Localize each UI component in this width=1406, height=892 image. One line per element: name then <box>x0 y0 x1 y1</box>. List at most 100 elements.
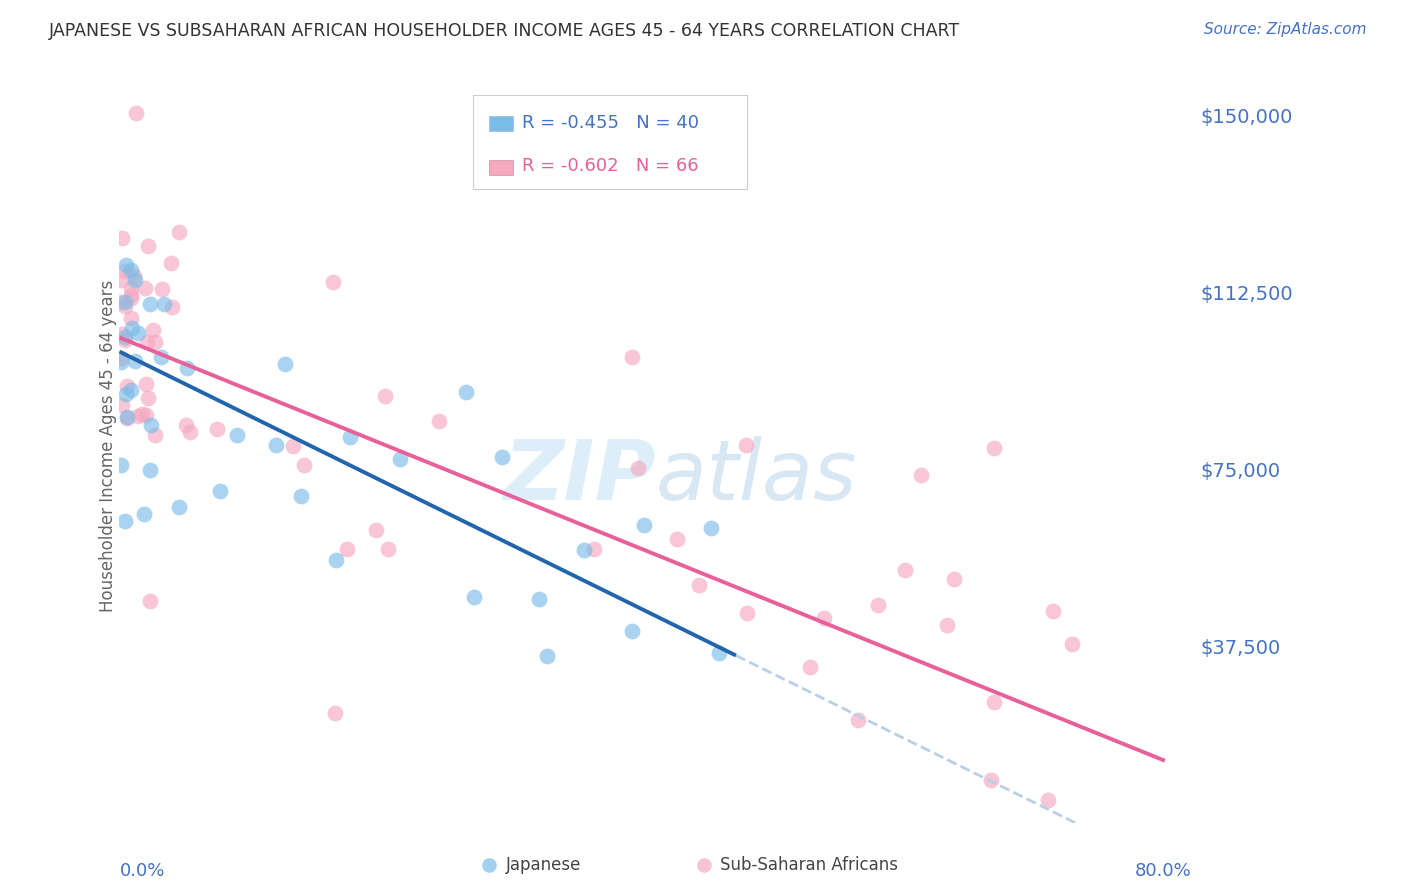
Point <box>290 489 312 503</box>
Point <box>325 553 347 567</box>
Point <box>114 329 136 343</box>
Point <box>838 816 860 830</box>
Point <box>813 611 835 625</box>
Text: 80.0%: 80.0% <box>1135 863 1192 880</box>
Point <box>124 268 146 283</box>
Point <box>1036 793 1059 807</box>
Point <box>529 592 551 607</box>
Point <box>117 409 139 424</box>
Text: JAPANESE VS SUBSAHARAN AFRICAN HOUSEHOLDER INCOME AGES 45 - 64 YEARS CORRELATION: JAPANESE VS SUBSAHARAN AFRICAN HOUSEHOLD… <box>49 22 960 40</box>
Point <box>209 484 232 499</box>
Point <box>735 438 758 452</box>
Point <box>536 649 558 664</box>
Point <box>121 321 143 335</box>
Text: Japanese: Japanese <box>505 856 581 874</box>
Point <box>323 706 346 721</box>
Point <box>274 357 297 371</box>
Point <box>120 291 142 305</box>
Point <box>134 507 156 521</box>
Point <box>709 647 731 661</box>
Point <box>114 295 136 310</box>
Text: ZIP: ZIP <box>503 435 655 516</box>
Point <box>571 816 593 830</box>
Point <box>389 452 412 467</box>
Point <box>281 439 304 453</box>
Point <box>665 532 688 546</box>
Point <box>110 230 132 244</box>
Point <box>127 326 149 341</box>
Point <box>427 415 450 429</box>
Point <box>139 594 162 608</box>
Point <box>143 428 166 442</box>
Point <box>120 281 142 295</box>
Point <box>127 409 149 423</box>
Point <box>583 541 606 556</box>
Point <box>454 384 477 399</box>
Point <box>374 389 396 403</box>
Point <box>111 398 134 412</box>
Point <box>983 695 1005 709</box>
Point <box>799 660 821 674</box>
Point <box>115 258 138 272</box>
Point <box>377 541 399 556</box>
Point <box>141 417 163 432</box>
Point <box>176 417 198 432</box>
Point <box>120 383 142 397</box>
Text: Sub-Saharan Africans: Sub-Saharan Africans <box>720 856 898 874</box>
Point <box>572 542 595 557</box>
Point <box>179 425 201 440</box>
Point <box>115 411 138 425</box>
Point <box>136 392 159 406</box>
Point <box>1042 604 1064 618</box>
Point <box>120 310 142 325</box>
Point <box>980 773 1002 788</box>
Point <box>124 353 146 368</box>
Point <box>943 573 966 587</box>
Point <box>846 713 869 727</box>
Y-axis label: Householder Income Ages 45 - 64 years: Householder Income Ages 45 - 64 years <box>100 280 117 612</box>
Point <box>264 437 287 451</box>
Point <box>339 430 361 444</box>
Point <box>149 351 172 365</box>
Point <box>139 463 162 477</box>
Point <box>110 351 132 365</box>
Point <box>463 591 485 605</box>
Point <box>136 334 159 349</box>
Point <box>111 327 134 342</box>
Point <box>110 273 132 287</box>
Point <box>114 299 136 313</box>
Point <box>152 296 174 310</box>
Point <box>621 624 644 638</box>
Point <box>142 323 165 337</box>
Point <box>114 514 136 528</box>
Point <box>115 387 138 401</box>
Point <box>737 606 759 620</box>
Point <box>169 500 191 514</box>
Text: 0.0%: 0.0% <box>120 863 165 880</box>
Point <box>136 239 159 253</box>
Point <box>491 450 513 464</box>
Point <box>143 334 166 349</box>
Point <box>620 350 643 364</box>
Point <box>633 517 655 532</box>
Point <box>110 294 132 309</box>
Point <box>225 428 247 442</box>
Text: atlas: atlas <box>655 435 858 516</box>
Text: R = -0.455   N = 40: R = -0.455 N = 40 <box>522 114 699 132</box>
Point <box>894 563 917 577</box>
Point <box>150 282 173 296</box>
Point <box>688 578 710 592</box>
Point <box>120 262 142 277</box>
Point <box>110 458 132 473</box>
Point <box>110 355 132 369</box>
Point <box>983 441 1005 455</box>
Point <box>205 422 228 436</box>
Point <box>134 281 156 295</box>
Point <box>124 273 146 287</box>
Point <box>868 598 890 612</box>
Point <box>322 275 344 289</box>
Point <box>135 377 157 392</box>
Point <box>1060 637 1083 651</box>
Point <box>292 458 315 472</box>
Point <box>114 264 136 278</box>
